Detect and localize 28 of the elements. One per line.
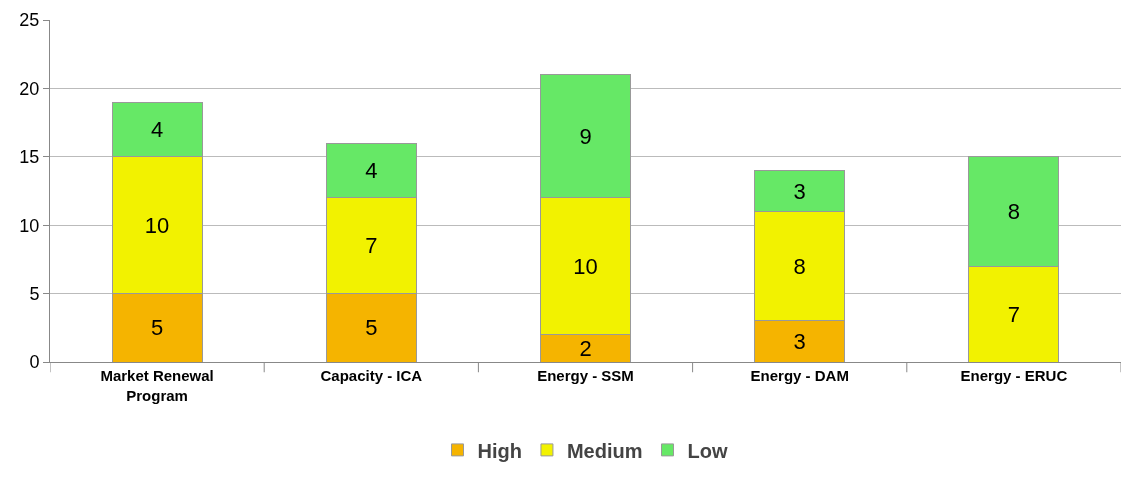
x-tick-label: Energy - ERUC [960,367,1068,384]
legend-label: High [477,439,522,462]
x-tick-label: Energy - DAM [750,367,849,384]
data-label: 3 [793,328,806,354]
legend-label: Medium [566,439,643,462]
y-tick-label: 5 [29,283,40,304]
legend-label: Low [687,439,728,462]
x-tick-label: Market Renewal Program [100,367,214,404]
data-label: 8 [1007,199,1021,225]
data-label: 3 [793,178,806,204]
data-label: 9 [579,123,592,149]
data-label: 4 [150,116,164,142]
data-label: 4 [365,157,378,183]
y-tick-label: 20 [19,78,40,99]
data-label: 10 [573,253,598,279]
data-label: 10 [144,212,170,238]
x-tick-label: Capacity - ICA [320,367,423,384]
y-tick-label: 10 [19,215,40,236]
y-tick-label: 25 [19,10,40,31]
data-label: 2 [579,335,592,361]
y-tick-label: 0 [29,352,40,373]
data-label: 5 [365,315,378,341]
data-label: 5 [150,315,164,341]
data-label: 7 [1007,301,1021,327]
data-label: 8 [793,253,806,279]
x-tick-label: Energy - SSM [537,367,634,384]
data-label: 7 [365,233,378,259]
y-tick-label: 15 [19,147,40,168]
